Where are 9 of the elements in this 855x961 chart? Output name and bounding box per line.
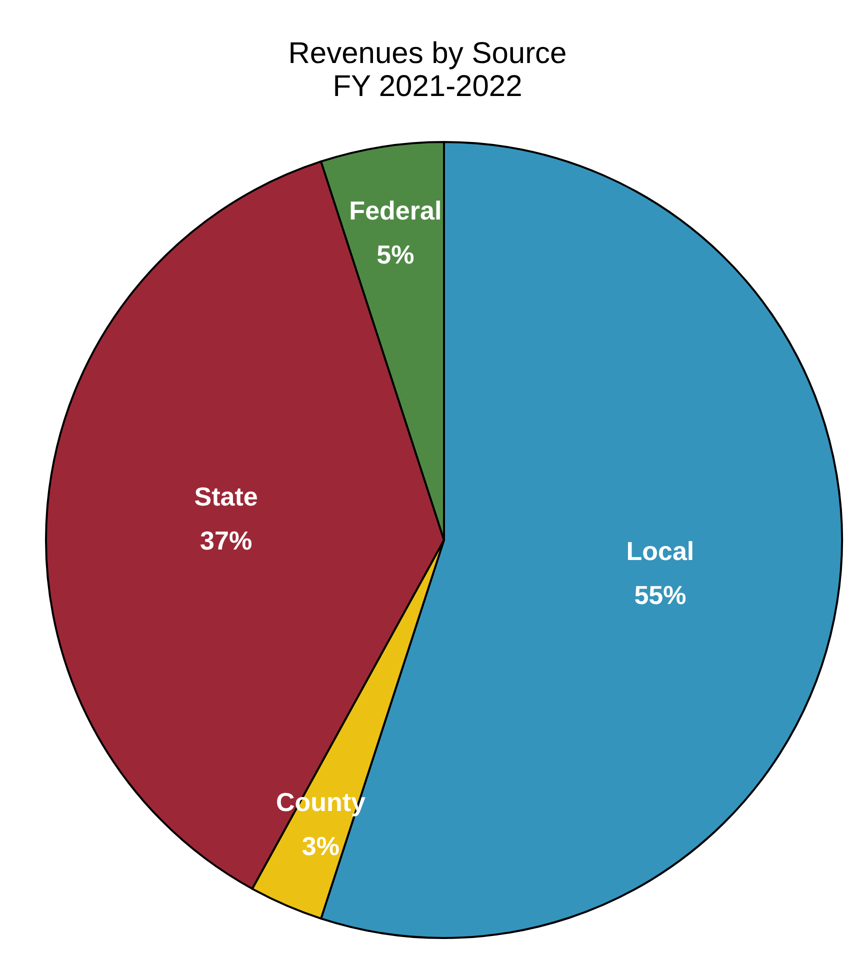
slice-label: Federal xyxy=(349,195,442,226)
data-label: 5% xyxy=(376,239,414,270)
slice-label: Local xyxy=(626,536,694,566)
chart-title: Revenues by Source xyxy=(288,37,567,70)
data-label: 55% xyxy=(634,580,686,610)
chart-subtitle: FY 2021-2022 xyxy=(332,70,522,103)
slice-label: State xyxy=(194,481,258,512)
data-label: 3% xyxy=(302,830,340,861)
data-label: 37% xyxy=(200,525,252,556)
